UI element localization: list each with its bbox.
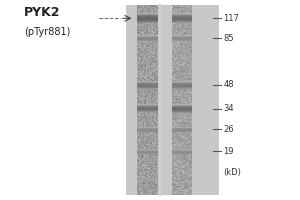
Text: PYK2: PYK2 bbox=[24, 5, 61, 19]
Text: 34: 34 bbox=[224, 104, 234, 113]
Text: 48: 48 bbox=[224, 80, 234, 89]
Text: 26: 26 bbox=[224, 125, 234, 134]
Text: (pTyr881): (pTyr881) bbox=[24, 27, 70, 37]
Text: 117: 117 bbox=[224, 14, 239, 23]
Text: 85: 85 bbox=[224, 34, 234, 43]
Text: (kD): (kD) bbox=[224, 168, 242, 177]
Bar bbox=[126, 5, 219, 195]
Text: 19: 19 bbox=[224, 147, 234, 156]
